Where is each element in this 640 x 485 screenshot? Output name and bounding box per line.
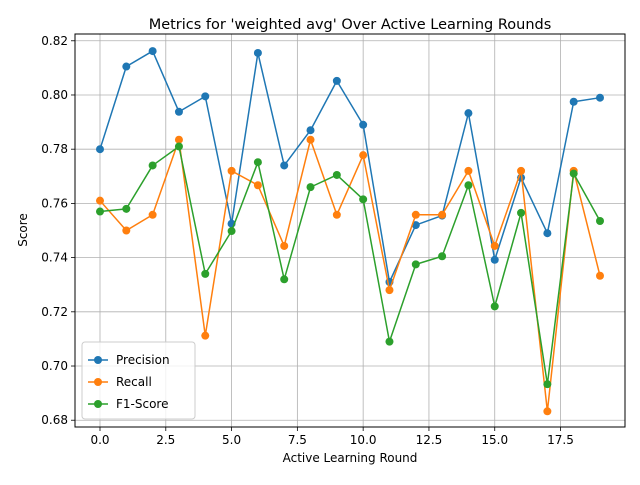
f1-score-point — [359, 195, 368, 204]
recall-point — [253, 181, 262, 190]
recall-point — [122, 226, 131, 235]
recall-point — [332, 210, 341, 219]
recall-point — [517, 166, 526, 175]
precision-point — [201, 92, 210, 101]
f1-score-point — [306, 183, 315, 192]
precision-point — [464, 109, 473, 118]
y-tick-label: 0.72 — [41, 305, 68, 319]
precision-point — [280, 161, 289, 170]
x-tick-label: 5.0 — [222, 433, 241, 447]
y-axis-title: Score — [16, 213, 30, 247]
precision-point — [306, 126, 315, 135]
recall-point — [359, 151, 368, 160]
precision-point — [148, 47, 157, 56]
precision-point — [332, 76, 341, 85]
recall-point — [227, 166, 236, 175]
x-tick-label: 15.0 — [481, 433, 508, 447]
recall-point — [596, 271, 604, 280]
f1-score-point — [253, 158, 262, 167]
precision-line — [99, 50, 601, 283]
recall-point — [201, 331, 210, 340]
grid — [75, 34, 625, 427]
f1-score-point — [227, 227, 236, 236]
precision-point — [359, 120, 368, 129]
precision-point — [122, 62, 131, 71]
x-axis-title: Active Learning Round — [283, 451, 418, 465]
legend: Precision Recall F1-Score — [81, 341, 196, 420]
legend-swatch-marker — [94, 400, 102, 408]
series-f1-score — [96, 142, 604, 389]
precision-point — [596, 93, 604, 102]
legend-item-f1-score: F1-Score — [88, 397, 168, 411]
y-tick-label: 0.82 — [41, 34, 68, 48]
recall-point — [385, 286, 394, 295]
precision-point — [569, 97, 578, 106]
precision-point — [411, 221, 420, 230]
f1-score-point — [490, 302, 499, 311]
precision-point — [96, 145, 104, 154]
x-tick-label: 0.0 — [90, 433, 109, 447]
recall-point — [438, 210, 447, 219]
f1-score-point — [596, 217, 604, 226]
x-tick-label: 17.5 — [547, 433, 574, 447]
y-tick-label: 0.68 — [41, 413, 68, 427]
recall-point — [280, 241, 289, 250]
y-tick-label: 0.74 — [41, 251, 68, 265]
y-tick-label: 0.70 — [41, 359, 68, 373]
series-layer — [96, 47, 604, 416]
recall-point — [306, 135, 315, 144]
f1-score-point — [569, 169, 578, 178]
legend-label: F1-Score — [116, 397, 168, 411]
precision-point — [174, 107, 183, 116]
legend-label: Recall — [116, 375, 152, 389]
x-tick-label: 7.5 — [288, 433, 307, 447]
x-tick-label: 10.0 — [350, 433, 377, 447]
x-tick-label: 2.5 — [156, 433, 175, 447]
legend-label: Precision — [116, 353, 170, 367]
f1-score-point — [543, 380, 552, 389]
y-tick-label: 0.78 — [41, 142, 68, 156]
legend-swatch-marker — [94, 356, 102, 364]
f1-score-point — [438, 252, 447, 261]
f1-score-point — [201, 269, 210, 278]
f1-score-point — [411, 260, 420, 269]
legend-item-recall: Recall — [88, 375, 152, 389]
recall-line — [99, 138, 601, 413]
y-tick-label: 0.76 — [41, 196, 68, 210]
x-tick-label: 12.5 — [416, 433, 443, 447]
recall-point — [148, 210, 157, 219]
f1-score-point — [96, 207, 104, 216]
recall-point — [490, 241, 499, 250]
y-axis-ticks: 0.68 0.70 0.72 0.74 0.76 0.78 0.80 0.82 — [41, 34, 75, 427]
f1-score-line — [99, 145, 601, 385]
legend-swatch-marker — [94, 378, 102, 386]
recall-point — [411, 210, 420, 219]
plot-frame — [74, 33, 626, 428]
y-tick-label: 0.80 — [41, 88, 68, 102]
x-axis-ticks: 0.0 2.5 5.0 7.5 10.0 12.5 15.0 17.5 — [90, 427, 574, 447]
recall-point — [96, 196, 104, 205]
chart-title: Metrics for 'weighted avg' Over Active L… — [149, 17, 552, 33]
f1-score-point — [332, 170, 341, 179]
series-recall — [96, 135, 604, 416]
f1-score-point — [122, 204, 131, 213]
f1-score-point — [174, 142, 183, 151]
f1-score-point — [148, 161, 157, 170]
f1-score-point — [280, 275, 289, 284]
f1-score-point — [517, 208, 526, 217]
f1-score-point — [464, 181, 473, 190]
recall-point — [464, 166, 473, 175]
legend-item-precision: Precision — [88, 353, 170, 367]
recall-point — [174, 135, 183, 144]
precision-point — [253, 48, 262, 57]
legend-box — [81, 341, 196, 420]
precision-point — [490, 255, 499, 264]
f1-score-point — [385, 337, 394, 346]
precision-point — [543, 229, 552, 238]
recall-point — [543, 407, 552, 416]
